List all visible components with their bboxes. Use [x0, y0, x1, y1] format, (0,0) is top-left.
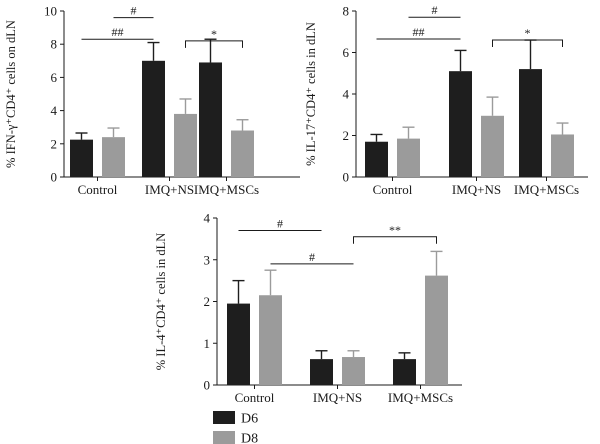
bar-d6-imq-mscs: [199, 62, 222, 177]
bar-d6-imq-ns: [310, 359, 333, 385]
y-tick-label: 2: [51, 136, 58, 151]
chart-panel-il-4: 0 1 2 3 4 Control IMQ+NS IMQ+MSCs % IL-4⁺CD4⁺ ce…: [154, 211, 462, 405]
legend-swatch-d8: [213, 431, 235, 444]
y-tick-label: 1: [204, 336, 211, 351]
y-tick-label: 0: [51, 170, 58, 185]
x-tick-label-imq-ns: IMQ+NS: [145, 182, 194, 197]
significance-label: #: [277, 217, 283, 231]
bar-d8-imq-mscs: [231, 130, 254, 177]
bar-d6-control: [227, 303, 250, 385]
bar-d6-imq-mscs: [519, 69, 542, 177]
x-tick-label-imq-ns: IMQ+NS: [452, 182, 501, 197]
y-tick-label: 10: [44, 4, 57, 19]
y-tick-label: 0: [343, 170, 350, 185]
x-tick-label-control: Control: [78, 182, 118, 197]
y-axis-title: % IFN-γ⁺CD4⁺ cells on dLN: [4, 20, 18, 168]
y-tick-label: 2: [204, 294, 211, 309]
y-axis-title: % IL-4⁺CD4⁺ cells in dLN: [154, 233, 168, 370]
y-tick-label: 4: [343, 87, 350, 102]
significance-bracket: [492, 39, 563, 48]
bar-d8-imq-ns: [481, 115, 504, 177]
bar-d6-control: [365, 141, 388, 177]
y-tick-label: 8: [343, 4, 350, 19]
chart-panel-il-17: 0 2 4 6 8 Control IMQ+NS IMQ+MSCs % IL-17⁺CD4⁺ c…: [304, 3, 588, 197]
x-tick-label-imq-mscs: IMQ+MSCs: [514, 182, 579, 197]
significance-bracket: [353, 236, 437, 244]
significance-label: #: [309, 250, 315, 264]
bar-d8-control: [259, 295, 282, 385]
y-axis-title: % IL-17⁺CD4⁺ cells in dLN: [304, 22, 318, 166]
y-tick-label: 4: [51, 103, 58, 118]
bar-d6-imq-mscs: [393, 359, 416, 385]
significance-label: #: [432, 3, 438, 17]
bar-d6-imq-ns: [142, 60, 165, 177]
bar-d8-imq-mscs: [425, 275, 448, 385]
bar-d8-imq-ns: [342, 357, 365, 385]
chart-panel-ifn-gamma: 0 2 4 6 8 10 Control IMQ+NS IMQ+MSCs % IFN-γ⁺CD4⁺…: [4, 4, 300, 197]
significance-label: **: [389, 223, 401, 237]
y-tick-label: 6: [343, 45, 350, 60]
legend-swatch-d6: [213, 411, 235, 424]
legend-label-d8: D8: [241, 432, 258, 444]
significance-label: *: [525, 26, 531, 40]
y-tick-label: 2: [343, 128, 350, 143]
y-tick-label: 3: [204, 252, 211, 267]
significance-label: *: [211, 27, 217, 41]
bar-d8-control: [102, 137, 125, 177]
bar-d6-control: [70, 139, 93, 177]
significance-label: ##: [413, 25, 425, 39]
y-tick-label: 8: [51, 37, 58, 52]
y-tick-label: 4: [204, 211, 211, 226]
significance-label: #: [131, 4, 137, 18]
legend-label-d6: D6: [241, 412, 258, 427]
bar-d8-imq-mscs: [551, 134, 574, 177]
bar-d8-control: [397, 138, 420, 177]
x-tick-label-imq-mscs: IMQ+MSCs: [194, 182, 259, 197]
x-tick-label-imq-ns: IMQ+NS: [313, 390, 362, 405]
significance-label: ##: [112, 25, 124, 39]
significance-bracket: [185, 40, 243, 48]
x-tick-label-imq-mscs: IMQ+MSCs: [388, 390, 453, 405]
bar-d8-imq-ns: [174, 113, 197, 177]
y-tick-label: 0: [204, 378, 211, 393]
bar-d6-imq-ns: [449, 71, 472, 177]
x-tick-label-control: Control: [235, 390, 275, 405]
y-tick-label: 6: [51, 70, 58, 85]
x-tick-label-control: Control: [373, 182, 413, 197]
